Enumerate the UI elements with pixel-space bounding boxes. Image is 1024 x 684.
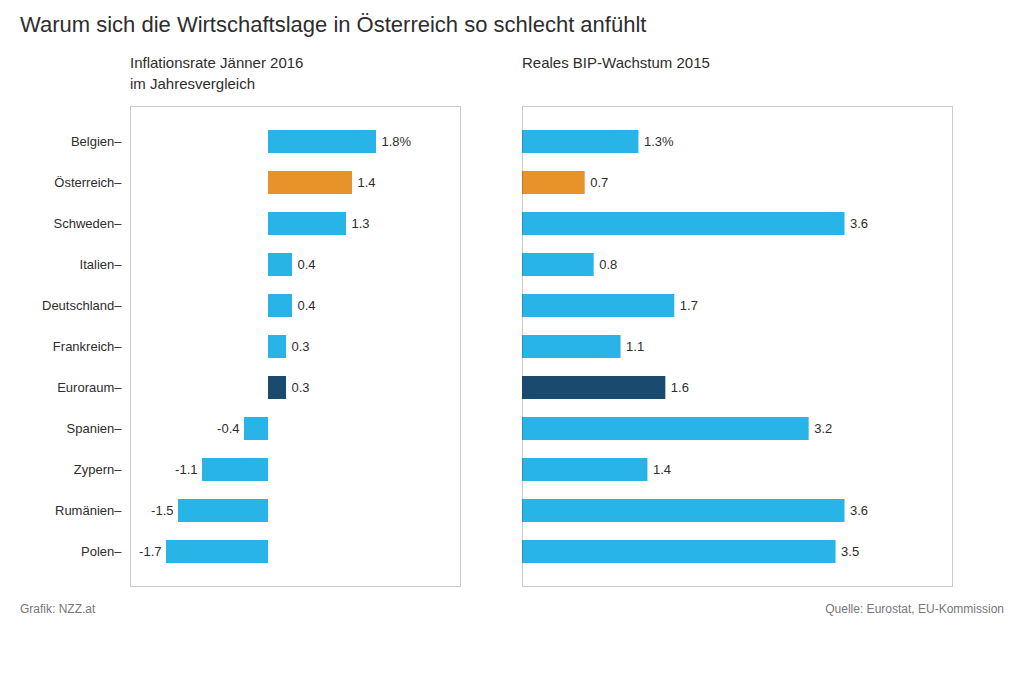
svg-text:1.4: 1.4 (358, 175, 376, 190)
svg-text:1.7: 1.7 (680, 298, 698, 313)
svg-text:Polen–: Polen– (81, 544, 122, 559)
svg-text:-1.5: -1.5 (151, 503, 173, 518)
svg-text:0.8: 0.8 (599, 257, 617, 272)
svg-text:Frankreich–: Frankreich– (53, 339, 122, 354)
svg-text:3.5: 3.5 (841, 544, 859, 559)
svg-text:Belgien–: Belgien– (71, 134, 122, 149)
html-text:Inflationsrate Jänner 2016 im: Inflationsrate Jänner 2016 im Jahresverg… (130, 54, 304, 92)
svg-text:0.7: 0.7 (590, 175, 608, 190)
svg-text:3.2: 3.2 (814, 421, 832, 436)
svg-text:Schweden–: Schweden– (54, 216, 123, 231)
svg-text:3.6: 3.6 (850, 216, 868, 231)
svg-text:3.6: 3.6 (850, 503, 868, 518)
svg-text:-1.7: -1.7 (139, 544, 161, 559)
svg-text:1.3%: 1.3% (644, 134, 674, 149)
svg-text:Österreich–: Österreich– (54, 175, 122, 190)
svg-text:Spanien–: Spanien– (67, 421, 123, 436)
html-text:Reales BIP-Wachstum 2015: Reales BIP-Wachstum 2015 (522, 54, 710, 71)
svg-text:Rumänien–: Rumänien– (55, 503, 122, 518)
svg-text:Euroraum–: Euroraum– (57, 380, 122, 395)
svg-text:Italien–: Italien– (80, 257, 123, 272)
html-text:Grafik: NZZ.at: Grafik: NZZ.at (20, 602, 96, 616)
html-text:Quelle: Eurostat, EU-Kommissio: Quelle: Eurostat, EU-Kommission (825, 602, 1004, 616)
svg-text:-1.1: -1.1 (175, 462, 197, 477)
svg-text:0.3: 0.3 (292, 339, 310, 354)
svg-text:-0.4: -0.4 (217, 421, 239, 436)
svg-text:0.4: 0.4 (298, 298, 316, 313)
svg-text:0.4: 0.4 (298, 257, 316, 272)
svg-text:1.4: 1.4 (653, 462, 671, 477)
html-text:Warum sich die Wirtschaftslage: Warum sich die Wirtschaftslage in Österr… (20, 12, 647, 37)
svg-text:Deutschland–: Deutschland– (42, 298, 122, 313)
svg-text:1.1: 1.1 (626, 339, 644, 354)
svg-text:Zypern–: Zypern– (74, 462, 122, 477)
svg-text:1.6: 1.6 (671, 380, 689, 395)
svg-text:1.3: 1.3 (352, 216, 370, 231)
svg-text:1.8%: 1.8% (382, 134, 412, 149)
svg-text:0.3: 0.3 (292, 380, 310, 395)
